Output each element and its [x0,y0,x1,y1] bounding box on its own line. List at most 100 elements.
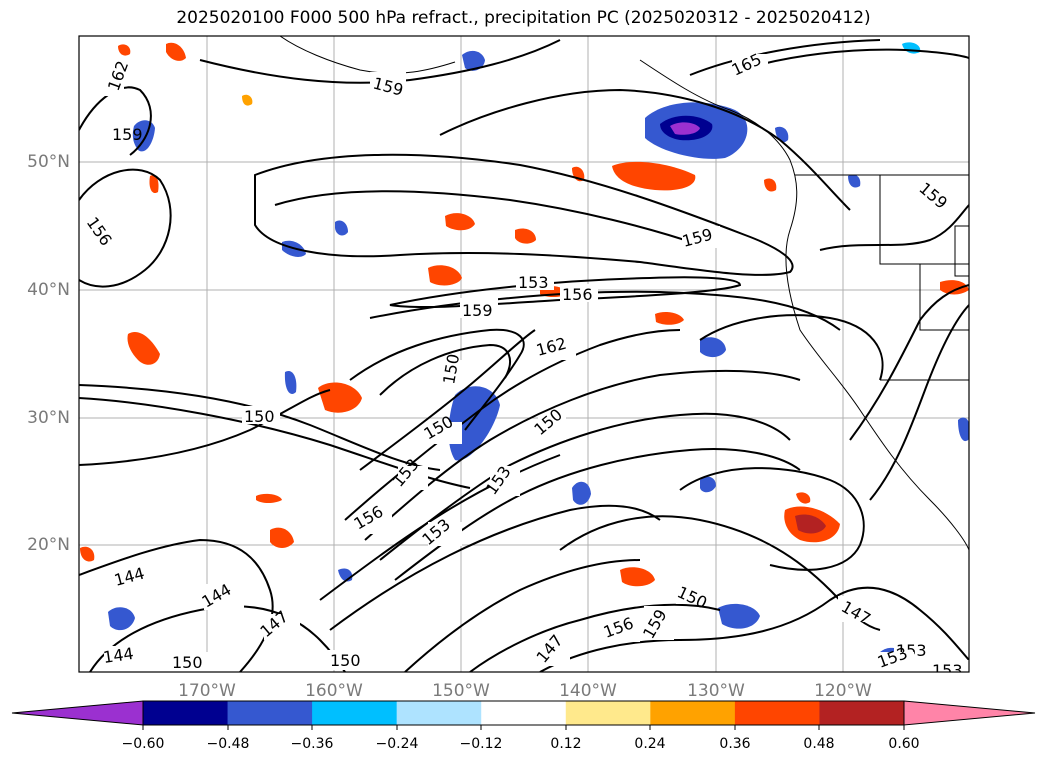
contour-line [539,586,969,672]
precip-blob-negative [848,174,861,188]
contour-line [404,559,641,672]
colorbar-segment [396,701,482,725]
precip-blob-negative [335,220,348,236]
precip-blob-positive [242,94,253,106]
lon-label: 170°W [178,681,236,701]
contour-line [79,168,172,288]
contour-line [739,48,969,71]
colorbar-tick-label: −0.60 [121,736,165,752]
contour-label: 153 [932,661,963,680]
precip-blob-positive [764,178,777,192]
precip-blob-negative [572,481,591,505]
contour-label: 156 [562,285,593,304]
coastlines [279,36,969,551]
colorbar-tick-label: −0.12 [459,736,503,752]
contour-label: 150 [244,407,275,426]
colorbar-tick-label: −0.48 [206,736,250,752]
precip-blob-positive [149,174,159,194]
lon-label: 140°W [559,681,617,701]
precip-blob-positive [445,213,475,231]
west-coastline [639,59,969,551]
alaska-coastline [279,36,456,74]
precip-blob-positive [118,44,131,56]
precip-blob-negative [284,370,297,394]
lat-label: 30°N [27,408,70,428]
contour-line [689,39,881,76]
precip-fill-blobs [80,42,969,666]
contour-line [359,329,536,471]
precip-blob-negative [670,122,700,135]
contour-line [254,153,794,276]
colorbar-min-extension [11,700,144,726]
contour-line [849,284,969,441]
colorbar-tick-label: −0.36 [290,736,334,752]
precip-blob-negative [462,50,485,71]
contour-line [79,86,152,156]
colorbar-tick-label: 0.12 [550,736,582,752]
precip-blob-positive [940,280,969,295]
colorbar-segment [650,701,736,725]
precip-blob-positive [127,332,160,365]
precip-blob-positive [428,265,462,286]
colorbar-segment [734,701,820,725]
contour-line [379,343,511,396]
colorbar-tick-label: 0.36 [719,736,751,752]
contour-line [679,467,865,571]
colorbar-ticks [142,725,905,730]
contour-line [79,384,441,471]
precip-blob-positive [270,527,294,548]
state-border [879,175,969,265]
precip-blob-negative [108,607,135,631]
precip-blob-positive [655,312,684,325]
colorbar-segment [481,701,567,725]
precip-blob-positive [612,161,696,191]
colorbar-segment [312,701,398,725]
precip-blob-negative [700,337,726,358]
contour-line [79,389,331,466]
contour-line [349,328,525,431]
contour-line [469,603,721,672]
colorbar-tick-label: −0.24 [375,736,419,752]
precip-blob-positive [256,493,282,503]
colorbar-max-extension [903,700,1036,726]
map-frame [78,35,970,673]
colorbar-tick-label: 0.24 [634,736,666,752]
map-title: 2025020100 F000 500 hPa refract., precip… [176,8,871,28]
colorbar-tick-label: 0.60 [888,736,920,752]
precip-blob-positive [796,492,811,504]
contour-line [274,190,701,246]
contour-line [379,412,791,561]
lon-label: 130°W [687,681,745,701]
contour-line [819,204,969,251]
contour-line [199,39,561,84]
contour-label: 159 [112,125,143,144]
state-border [954,225,969,277]
contour-line [439,88,851,211]
lat-label: 50°N [27,152,70,172]
lon-label: 120°W [814,681,872,701]
precip-blob-positive [80,546,95,562]
precip-blob-positive [620,567,655,587]
precip-blob-negative [700,476,716,493]
precip-blob-positive [515,228,536,244]
contour-label: 159 [462,301,493,320]
contour-line [319,454,561,601]
colorbar-segment [565,701,651,725]
colorbar [11,700,1036,730]
colorbar-tick-label: 0.48 [803,736,835,752]
lat-label: 20°N [27,535,70,555]
contour-line [699,314,884,381]
map-area [79,36,969,672]
precip-blob-negative [958,417,969,442]
contour-line [369,290,841,331]
colorbar-frame [142,700,905,726]
colorbar-segment [819,701,905,725]
contour-label: 144 [102,644,135,667]
contour-line [869,304,969,501]
contour-line [364,369,801,541]
contour-label: 150 [330,651,361,670]
lat-label: 40°N [27,280,70,300]
contour-label: 150 [172,653,203,672]
colorbar-segment [227,701,313,725]
